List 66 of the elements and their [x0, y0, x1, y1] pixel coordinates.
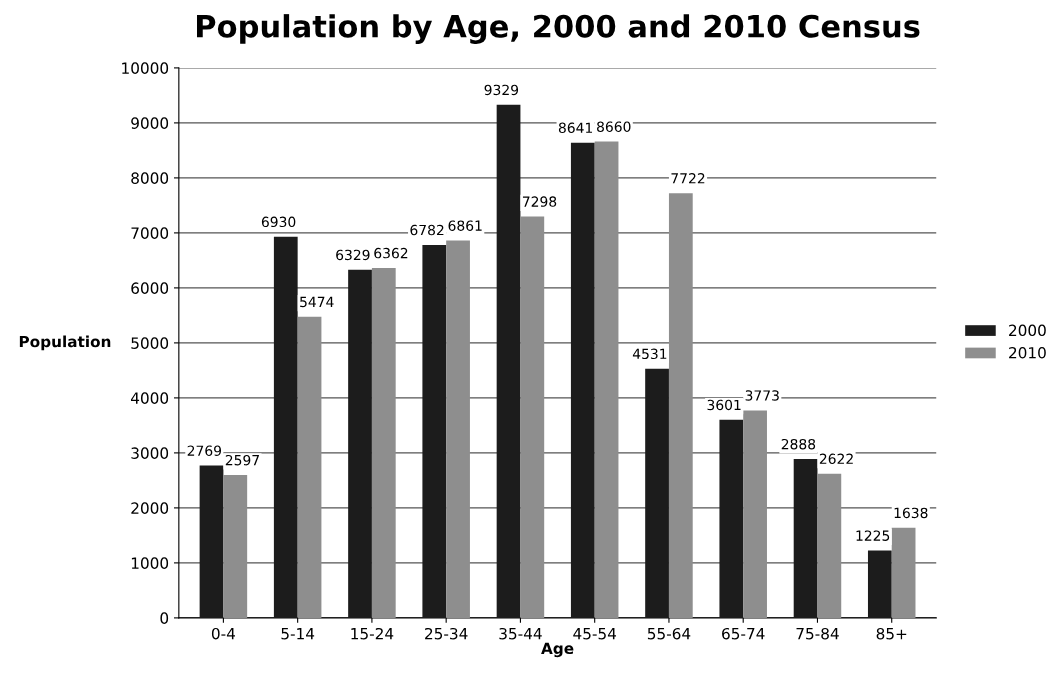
data-label: 7298: [522, 196, 557, 207]
bar: [645, 368, 669, 618]
bar: [297, 316, 322, 618]
y-tick-label: 4000: [130, 392, 169, 404]
x-tick-label: 75-84: [796, 627, 839, 640]
legend-label: 2000: [1009, 324, 1046, 337]
data-label: 8641: [558, 122, 593, 134]
data-label: 6362: [374, 247, 408, 259]
bar: [199, 465, 224, 618]
legend-label: 2010: [1009, 346, 1046, 359]
bar: [570, 142, 595, 618]
bar: [891, 527, 916, 618]
y-tick-label: 5000: [131, 337, 169, 349]
x-tick-label: 45-54: [573, 628, 617, 640]
data-label: 3773: [745, 390, 779, 401]
data-label: 8660: [597, 121, 631, 132]
x-tick-label: 65-74: [722, 627, 765, 640]
y-tick-label: 7000: [131, 227, 169, 239]
bar: [793, 459, 818, 618]
data-label: 6930: [261, 216, 296, 228]
x-tick-label: 0-4: [211, 627, 236, 640]
x-axis-title: Age: [541, 642, 574, 658]
x-tick-label: 25-34: [425, 627, 468, 640]
bar: [520, 216, 545, 618]
data-label: 5474: [300, 296, 334, 308]
bar: [223, 475, 248, 618]
y-tick-label: 9000: [131, 117, 169, 129]
data-label: 6782: [410, 224, 444, 236]
data-label: 7722: [671, 173, 705, 184]
bar: [594, 141, 619, 618]
data-label: 2769: [187, 445, 222, 456]
x-tick-label: 85+: [876, 627, 907, 640]
data-label: 6329: [336, 249, 370, 261]
data-label: 4531: [632, 348, 667, 360]
data-label: 2622: [819, 453, 853, 465]
bar: [743, 410, 767, 618]
y-tick-label: 2000: [131, 502, 169, 514]
data-label: 1225: [856, 530, 890, 541]
data-label: 3601: [707, 399, 741, 411]
bar: [668, 193, 693, 618]
data-label: 9329: [484, 84, 519, 96]
y-tick-label: 0: [160, 612, 169, 624]
bar: [446, 240, 470, 618]
data-label: 6861: [448, 220, 482, 231]
bar: [371, 267, 396, 618]
x-tick-label: 55-64: [647, 627, 691, 640]
x-tick-label: 5-14: [281, 628, 315, 640]
bar: [867, 550, 892, 618]
chart-title: Population by Age, 2000 and 2010 Census: [197, 14, 920, 44]
data-label: 2597: [225, 454, 259, 466]
y-tick-label: 6000: [131, 282, 169, 294]
y-axis-title: Population: [19, 335, 111, 351]
bar: [422, 244, 447, 618]
x-tick-label: 15-24: [351, 627, 394, 640]
bar: [719, 419, 744, 618]
y-tick-label: 1000: [131, 557, 169, 569]
y-tick-label: 3000: [131, 447, 169, 459]
y-tick-label: 8000: [131, 172, 169, 184]
data-label: 2888: [781, 438, 816, 450]
data-label: 1638: [894, 507, 928, 519]
bar: [496, 104, 521, 618]
x-tick-label: 35-44: [499, 627, 542, 640]
bar: [273, 236, 298, 618]
bar: [348, 269, 372, 618]
bar: [817, 473, 842, 618]
y-tick-label: 10000: [122, 62, 169, 74]
